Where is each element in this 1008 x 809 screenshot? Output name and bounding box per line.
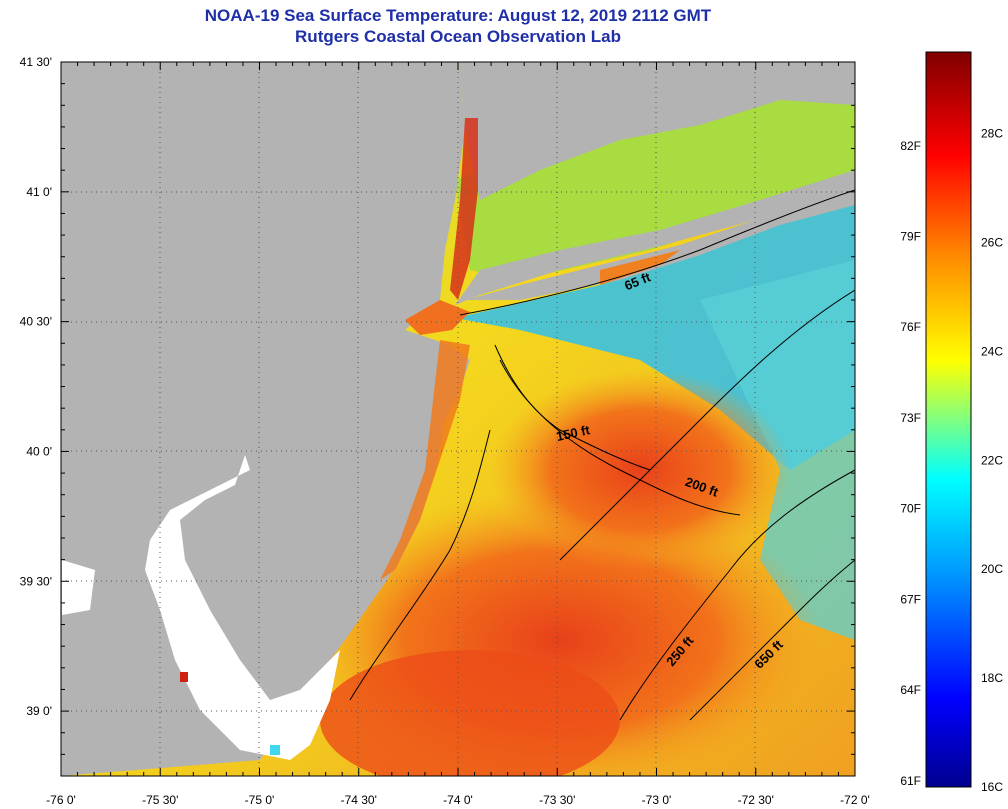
contour-65ft [459,189,855,316]
delaware-bay-nodata [145,455,340,760]
colorbar [925,51,972,788]
colorbar-f-label: 79F [900,230,921,244]
lat-label: 41 0' [26,185,52,199]
bathymetry-contours [349,189,855,721]
contour-150ft [494,344,651,471]
lat-label: 41 30' [20,55,52,69]
grid-lines [61,62,855,776]
lon-label: -72 30' [738,793,774,807]
colorbar-celsius-labels: 16C 18C 20C 22C 24C 26C 28C [981,127,1003,794]
colorbar-f-label: 67F [900,592,921,606]
colorbar-f-label: 73F [900,411,921,425]
colorbar-c-label: 20C [981,562,1003,576]
lon-label: -75 0' [245,793,275,807]
colorbar-c-label: 28C [981,127,1003,141]
hudson-river-warm [450,118,478,300]
bay-warm-pixel [180,672,188,682]
colorbar-f-label: 70F [900,502,921,516]
lon-label: -76 0' [46,793,76,807]
warm-water-mid [490,370,790,570]
contour-nearshore [349,429,491,701]
colorbar-c-label: 24C [981,344,1003,358]
long-island-bay-warm [600,250,680,285]
colorbar-c-label: 26C [981,236,1003,250]
lon-label: -73 0' [642,793,672,807]
chesapeake-nodata [62,560,95,615]
contour-label-150ft: 150 ft [555,422,592,444]
map-tick-marks [60,61,855,777]
contour-200ft [499,359,741,516]
contour-650ft [689,559,855,721]
lat-label: 39 0' [26,704,52,718]
colorbar-fahrenheit-labels: 61F 64F 67F 70F 73F 76F 79F 82F [900,139,921,788]
colorbar-f-label: 82F [900,139,921,153]
lat-label: 39 30' [20,574,52,588]
lon-label: -75 30' [142,793,178,807]
bay-cool-pixel [270,745,280,755]
lon-label: -74 0' [443,793,473,807]
connecticut-land [460,62,855,200]
colorbar-f-label: 76F [900,320,921,334]
colorbar-f-label: 61F [900,774,921,788]
contour-mid-shelf [559,289,855,561]
contour-250ft [619,469,855,721]
latitude-axis-labels: 41 30' 41 0' 40 30' 40 0' 39 30' 39 0' [20,55,52,718]
map-subtitle: Rutgers Coastal Ocean Observation Lab [295,27,621,46]
nj-coastal-warm [380,340,470,580]
warm-water-southwest [320,650,620,776]
colorbar-c-label: 18C [981,671,1003,685]
lon-label: -72 0' [840,793,870,807]
ny-harbor-warm [405,300,470,335]
lat-label: 40 0' [26,444,52,458]
map-title: NOAA-19 Sea Surface Temperature: August … [204,6,712,25]
lon-label: -73 30' [539,793,575,807]
colorbar-c-label: 16C [981,780,1003,794]
longitude-axis-labels: -76 0' -75 30' -75 0' -74 30' -74 0' -73… [46,793,870,807]
long-island-north-land [455,170,855,305]
lat-label: 40 30' [20,315,52,329]
colorbar-f-label: 64F [900,683,921,697]
lon-label: -74 30' [341,793,377,807]
colorbar-c-label: 22C [981,453,1003,467]
map-area: 65 ft 150 ft 200 ft 250 ft 650 ft [61,62,855,776]
